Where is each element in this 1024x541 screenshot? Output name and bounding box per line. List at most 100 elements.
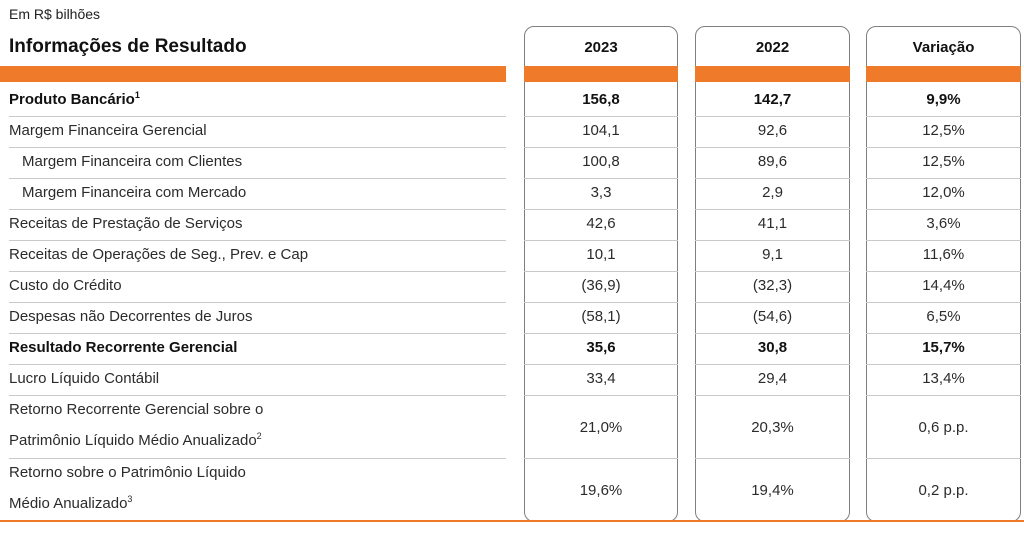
row-separator bbox=[524, 333, 678, 334]
row-label: Custo do Crédito bbox=[9, 277, 122, 294]
cell-variacao: 13,4% bbox=[922, 370, 965, 387]
row-separator bbox=[524, 271, 678, 272]
cell-2022: 41,1 bbox=[757, 215, 788, 232]
row-separator bbox=[524, 458, 678, 459]
row-label: Margem Financeira com Clientes bbox=[22, 153, 243, 170]
row-label: Lucro Líquido Contábil bbox=[9, 370, 160, 387]
cell-2023: 10,1 bbox=[586, 246, 616, 263]
row-separator bbox=[695, 147, 850, 148]
unit-note: Em R$ bilhões bbox=[9, 6, 101, 22]
row-separator bbox=[9, 209, 506, 210]
bottom-accent-rule bbox=[0, 520, 1024, 522]
row-label: Retorno sobre o Patrimônio Líquido bbox=[9, 464, 246, 481]
row-separator bbox=[866, 271, 1021, 272]
row-separator bbox=[9, 458, 506, 459]
cell-2022: 29,4 bbox=[757, 370, 788, 387]
accent-bar-label bbox=[0, 66, 506, 82]
cell-2022: 89,6 bbox=[757, 153, 788, 170]
row-separator bbox=[9, 178, 506, 179]
row-separator bbox=[9, 333, 506, 334]
row-separator bbox=[9, 364, 506, 365]
row-separator bbox=[695, 395, 850, 396]
cell-2023: 42,6 bbox=[586, 215, 616, 232]
table-title: Informações de Resultado bbox=[9, 36, 247, 57]
row-label: Margem Financeira Gerencial bbox=[9, 122, 207, 139]
cell-2022: 92,6 bbox=[757, 122, 788, 139]
row-label: Resultado Recorrente Gerencial bbox=[9, 339, 238, 356]
row-label-line2: Patrimônio Líquido Médio Anualizado2 bbox=[9, 431, 262, 450]
cell-variacao: 11,6% bbox=[922, 246, 965, 263]
cell-2022: (32,3) bbox=[752, 277, 793, 294]
cell-2023: 33,4 bbox=[586, 370, 616, 387]
row-label-line2: Médio Anualizado3 bbox=[9, 494, 133, 513]
row-separator bbox=[866, 458, 1021, 459]
row-separator bbox=[524, 395, 678, 396]
row-separator bbox=[866, 209, 1021, 210]
column-header-variacao: Variação bbox=[912, 39, 975, 56]
row-separator bbox=[695, 178, 850, 179]
column-header-2022: 2022 bbox=[755, 39, 790, 56]
cell-2023: 3,3 bbox=[590, 184, 612, 201]
cell-2023: (36,9) bbox=[581, 277, 621, 294]
cell-2023: 21,0% bbox=[579, 419, 623, 436]
row-separator bbox=[695, 240, 850, 241]
row-separator bbox=[695, 302, 850, 303]
row-label: Despesas não Decorrentes de Juros bbox=[9, 308, 253, 325]
cell-variacao: 6,5% bbox=[926, 308, 961, 325]
row-separator bbox=[524, 302, 678, 303]
column-header-2023: 2023 bbox=[584, 39, 618, 56]
cell-variacao: 0,2 p.p. bbox=[918, 482, 969, 499]
row-separator bbox=[9, 240, 506, 241]
cell-variacao: 14,4% bbox=[922, 277, 965, 294]
cell-2022: 2,9 bbox=[762, 184, 783, 201]
row-separator bbox=[524, 116, 678, 117]
row-separator bbox=[866, 240, 1021, 241]
cell-variacao: 12,0% bbox=[922, 184, 965, 201]
row-separator bbox=[524, 147, 678, 148]
row-separator bbox=[866, 116, 1021, 117]
cell-2023: 100,8 bbox=[582, 153, 620, 170]
cell-variacao: 15,7% bbox=[922, 339, 965, 356]
row-separator bbox=[695, 116, 850, 117]
row-separator bbox=[866, 178, 1021, 179]
cell-variacao: 3,6% bbox=[926, 215, 961, 232]
cell-variacao: 0,6 p.p. bbox=[918, 419, 969, 436]
row-separator bbox=[866, 147, 1021, 148]
cell-2022: (54,6) bbox=[752, 308, 793, 325]
cell-2022: 30,8 bbox=[757, 339, 788, 356]
column-box-2023 bbox=[524, 26, 678, 522]
cell-2023: 35,6 bbox=[586, 339, 616, 356]
cell-variacao: 12,5% bbox=[922, 122, 965, 139]
accent-bar-2023 bbox=[524, 66, 678, 82]
row-separator bbox=[695, 271, 850, 272]
row-separator bbox=[695, 333, 850, 334]
row-separator bbox=[866, 395, 1021, 396]
row-separator bbox=[695, 458, 850, 459]
row-separator bbox=[524, 178, 678, 179]
row-label: Receitas de Operações de Seg., Prev. e C… bbox=[9, 246, 309, 263]
row-separator bbox=[9, 302, 506, 303]
row-separator bbox=[9, 116, 506, 117]
cell-2022: 20,3% bbox=[751, 419, 794, 436]
cell-2023: 156,8 bbox=[582, 91, 620, 108]
cell-2023: 19,6% bbox=[579, 482, 623, 499]
column-box-2022 bbox=[695, 26, 850, 522]
accent-bar-2022 bbox=[695, 66, 850, 82]
row-separator bbox=[9, 147, 506, 148]
row-separator bbox=[524, 240, 678, 241]
row-separator bbox=[866, 302, 1021, 303]
row-separator bbox=[866, 364, 1021, 365]
row-separator bbox=[524, 364, 678, 365]
cell-2022: 19,4% bbox=[751, 482, 794, 499]
row-label: Receitas de Prestação de Serviços bbox=[9, 215, 243, 232]
row-label: Margem Financeira com Mercado bbox=[22, 184, 247, 201]
cell-2022: 9,1 bbox=[762, 246, 783, 263]
row-separator bbox=[9, 271, 506, 272]
cell-2023: (58,1) bbox=[581, 308, 621, 325]
row-separator bbox=[695, 364, 850, 365]
row-separator bbox=[524, 209, 678, 210]
row-separator bbox=[9, 395, 506, 396]
row-separator bbox=[695, 209, 850, 210]
accent-bar-variacao bbox=[866, 66, 1021, 82]
cell-variacao: 12,5% bbox=[922, 153, 965, 170]
